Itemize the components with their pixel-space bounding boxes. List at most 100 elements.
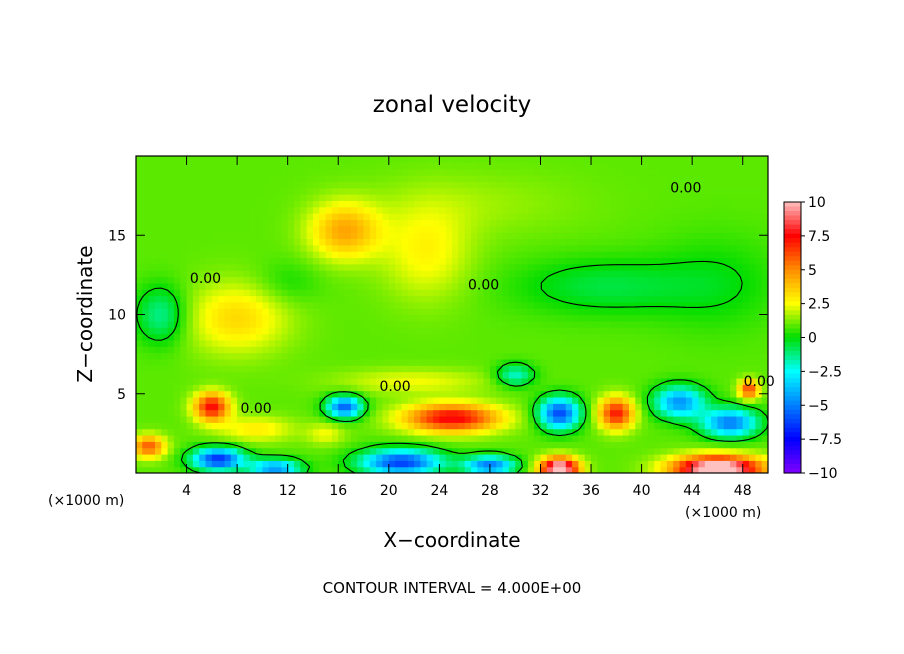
heat-cell (161, 377, 169, 385)
heat-cell (325, 219, 333, 227)
heat-cell (723, 396, 731, 404)
heat-cell (350, 415, 358, 423)
heat-cell (401, 168, 409, 176)
heat-cell (717, 422, 725, 430)
heat-cell (622, 460, 630, 468)
heat-cell (395, 270, 403, 278)
heat-cell (502, 168, 510, 176)
heat-cell (591, 396, 598, 404)
heat-cell (281, 213, 289, 220)
heat-cell (559, 377, 567, 385)
heat-cell (420, 200, 428, 208)
heat-cell (262, 168, 270, 176)
heat-cell (470, 333, 478, 341)
heat-cell (325, 365, 333, 373)
heat-cell (496, 352, 504, 360)
heat-cell (275, 263, 282, 271)
heat-cell (464, 244, 472, 252)
heat-cell (312, 320, 320, 328)
heat-cell (546, 200, 554, 208)
heat-cell (426, 282, 434, 290)
heat-cell (294, 308, 301, 316)
heat-cell (275, 251, 282, 259)
heat-cell (553, 282, 561, 290)
heat-cell (395, 168, 403, 176)
heat-cell (553, 257, 561, 265)
heat-cell (414, 314, 421, 322)
heat-cell (527, 282, 535, 290)
heat-cell (660, 466, 668, 473)
heat-cell (382, 219, 390, 227)
heat-cell (749, 194, 756, 201)
heat-cell (325, 194, 333, 201)
heat-cell (559, 206, 567, 214)
heat-cell (578, 244, 586, 252)
heat-cell (192, 422, 200, 430)
heat-cell (704, 346, 712, 354)
heat-cell (527, 422, 535, 430)
heat-cell (711, 346, 719, 354)
heat-cell (711, 466, 719, 473)
heat-cell (376, 295, 384, 303)
heat-cell (616, 358, 624, 366)
heat-cell (243, 409, 251, 417)
heat-cell (420, 213, 428, 220)
heat-cell (148, 358, 156, 366)
heat-cell (142, 415, 150, 423)
heat-cell (565, 200, 573, 208)
heat-cell (647, 384, 655, 392)
heat-cell (685, 270, 693, 278)
heat-cell (319, 251, 327, 259)
heat-cell (401, 263, 409, 271)
heat-cell (136, 276, 143, 284)
heat-cell (711, 219, 719, 227)
heat-cell (578, 415, 586, 423)
heat-cell (565, 314, 573, 322)
heat-cell (192, 206, 200, 214)
heat-cell (237, 447, 245, 455)
heat-cell (142, 396, 150, 404)
heat-cell (218, 257, 226, 265)
heat-cell (679, 333, 687, 341)
heat-cell (224, 232, 232, 240)
heat-cell (287, 270, 295, 278)
heat-cell (420, 466, 428, 473)
heat-cell (591, 206, 598, 214)
heat-cell (148, 409, 156, 417)
heat-cell (136, 244, 143, 252)
heat-cell (205, 365, 213, 373)
heat-cell (622, 295, 630, 303)
heat-cell (262, 213, 270, 220)
heat-cell (382, 327, 390, 335)
heat-cell (256, 308, 263, 316)
heat-cell (508, 396, 516, 404)
heat-cell (673, 434, 681, 442)
heat-cell (154, 194, 162, 201)
heat-cell (312, 466, 320, 473)
heat-cell (148, 225, 156, 233)
heat-cell (458, 396, 466, 404)
heat-cell (420, 352, 428, 360)
heat-cell (477, 238, 485, 246)
heat-cell (262, 232, 270, 240)
heat-cell (635, 422, 643, 430)
heat-cell (369, 257, 377, 265)
heat-cell (243, 168, 251, 176)
heat-cell (508, 301, 516, 309)
heat-cell (230, 156, 238, 163)
heat-cell (559, 162, 567, 170)
heat-cell (717, 257, 725, 265)
heat-cell (723, 320, 731, 328)
heat-cell (426, 333, 434, 341)
heat-cell (180, 441, 188, 449)
heat-cell (452, 415, 459, 423)
heat-cell (654, 422, 662, 430)
heat-cell (597, 447, 605, 455)
heat-cell (173, 365, 181, 373)
heat-cell (660, 289, 668, 297)
heat-cell (211, 244, 219, 252)
heat-cell (224, 428, 232, 436)
heat-cell (161, 415, 169, 423)
heat-cell (679, 156, 687, 163)
heat-cell (148, 460, 156, 468)
